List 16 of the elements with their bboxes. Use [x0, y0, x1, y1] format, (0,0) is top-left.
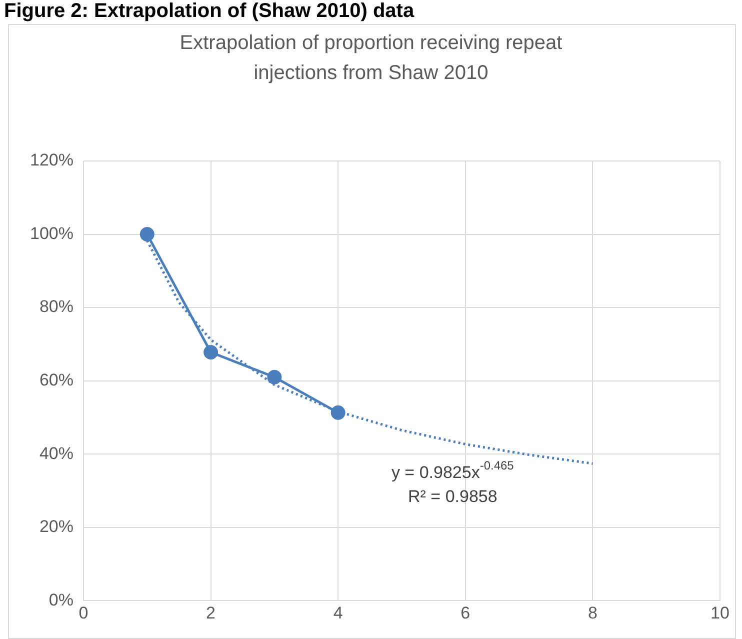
x-tick-label: 8 [588, 603, 598, 622]
annotation: R² = 0.9858 [408, 486, 498, 506]
y-tick-label: 100% [30, 224, 74, 243]
x-tick-label: 0 [78, 603, 88, 622]
x-tick-label: 10 [710, 603, 730, 622]
y-tick-label: 80% [39, 297, 74, 316]
y-tick-label: 60% [39, 370, 74, 390]
y-tick-label: 0% [48, 590, 74, 610]
x-tick-label: 2 [206, 603, 216, 622]
x-tick-label: 6 [460, 603, 470, 622]
y-tick-label: 120% [30, 150, 74, 170]
chart-subtitle: Extrapolation of proportion receiving repeat injections from Shaw 2010 [178, 31, 564, 86]
y-tick-label: 40% [39, 444, 74, 463]
y-tick-label: 20% [39, 517, 74, 536]
x-tick-label: 4 [333, 603, 343, 622]
chart-title: Figure 2: Extrapolation of (Shaw 2010) data [3, 0, 416, 22]
